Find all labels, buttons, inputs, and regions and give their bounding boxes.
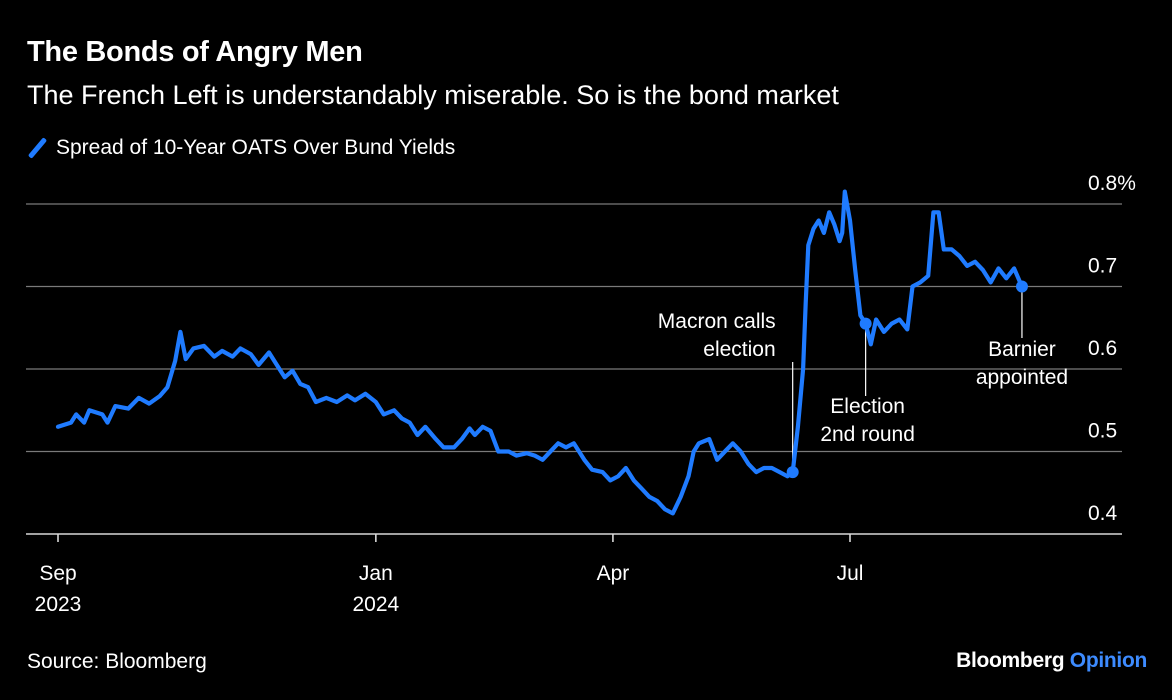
y-tick-label: 0.5 — [1088, 420, 1117, 443]
y-tick-label: 0.6 — [1088, 337, 1117, 360]
y-tick-label: 0.4 — [1088, 502, 1118, 525]
x-axis: Sep 2023 Jan 2024 Apr Jul — [26, 533, 1122, 616]
event-marker — [786, 466, 799, 479]
series-line — [55, 189, 1024, 516]
line-chart: Sep 2023 Jan 2024 Apr Jul 0.8% 0.7 0.6 0.5 0.4 Ma… — [26, 172, 1136, 616]
chart-legend: Spread of 10-Year OATS Over Bund Yields — [27, 135, 455, 161]
annotation-text: election — [703, 338, 775, 361]
series — [55, 189, 1028, 516]
event-marker — [859, 317, 872, 330]
y-tick-label: 0.7 — [1088, 255, 1117, 278]
x-tick-sublabel: 2023 — [35, 593, 82, 616]
brand-logo: Bloomberg Opinion — [956, 649, 1147, 673]
x-tick-label: Sep — [39, 562, 76, 585]
y-axis: 0.8% 0.7 0.6 0.5 0.4 — [1088, 172, 1136, 525]
annotation-text: Barnier — [988, 338, 1056, 361]
annotation-text: Election — [830, 395, 905, 418]
annotation-text: appointed — [976, 366, 1068, 389]
annotations: Macron calls election Election 2nd round Bar… — [658, 290, 1068, 469]
brand-name: Bloomberg — [956, 649, 1065, 672]
source-note: Source: Bloomberg — [27, 650, 207, 673]
chart-title: The Bonds of Angry Men — [27, 36, 363, 68]
legend-label: Spread of 10-Year OATS Over Bund Yields — [56, 136, 456, 159]
event-marker — [1015, 280, 1028, 293]
gridlines — [26, 203, 1122, 453]
chart-subtitle: The French Left is understandably misera… — [27, 80, 839, 110]
x-tick-label: Jul — [837, 562, 864, 585]
annotation-text: 2nd round — [820, 423, 915, 446]
x-tick-label: Jan — [359, 562, 393, 585]
annotation-text: Macron calls — [658, 310, 776, 333]
brand-suffix: Opinion — [1069, 649, 1148, 672]
x-tick-label: Apr — [597, 562, 630, 585]
x-tick-sublabel: 2024 — [352, 593, 399, 616]
y-tick-label: 0.8% — [1088, 172, 1136, 195]
